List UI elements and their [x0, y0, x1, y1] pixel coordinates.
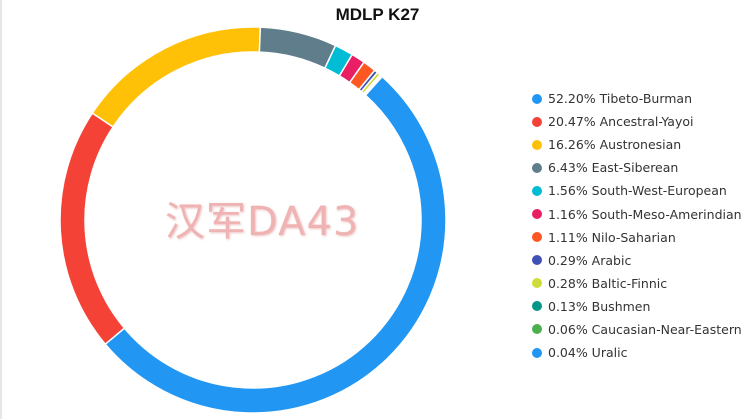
donut-chart — [59, 26, 447, 414]
legend-item-arabic[interactable]: 0.29% Arabic — [532, 249, 752, 272]
legend-label: 0.29% Arabic — [548, 252, 632, 268]
legend-item-east-siberean[interactable]: 6.43% East-Siberean — [532, 156, 752, 179]
legend-label: 0.13% Bushmen — [548, 298, 651, 314]
donut-slice-ancestral-yayoi[interactable] — [59, 112, 126, 346]
legend-item-bushmen[interactable]: 0.13% Bushmen — [532, 295, 752, 318]
legend-item-south-west-european[interactable]: 1.56% South-West-European — [532, 179, 752, 202]
donut-slice-austronesian[interactable] — [91, 26, 262, 128]
legend-marker-icon — [532, 232, 542, 243]
legend-item-ancestral-yayoi[interactable]: 20.47% Ancestral-Yayoi — [532, 110, 752, 133]
legend-marker-icon — [532, 116, 542, 127]
legend-label: 0.28% Baltic-Finnic — [548, 275, 668, 291]
legend-marker-icon — [532, 278, 542, 289]
legend-marker-icon — [532, 301, 542, 312]
legend-label: 52.20% Tibeto-Burman — [548, 91, 693, 107]
chart-title: MDLP K27 — [335, 5, 420, 24]
legend-item-baltic-finnic[interactable]: 0.28% Baltic-Finnic — [532, 272, 752, 295]
donut-slice-east-siberean[interactable] — [258, 26, 337, 70]
legend-item-tibeto-burman[interactable]: 52.20% Tibeto-Burman — [532, 87, 752, 110]
chart-legend: 52.20% Tibeto-Burman 20.47% Ancestral-Yay… — [532, 87, 752, 364]
legend-label: 20.47% Ancestral-Yayoi — [548, 114, 694, 130]
legend-marker-icon — [532, 139, 542, 150]
legend-marker-icon — [532, 324, 542, 335]
legend-marker-icon — [532, 185, 542, 196]
legend-marker-icon — [532, 347, 542, 358]
legend-marker-icon — [532, 93, 542, 104]
donut-slice-uralic[interactable] — [364, 75, 384, 97]
legend-marker-icon — [532, 255, 542, 266]
legend-label: 16.26% Austronesian — [548, 137, 682, 153]
legend-item-caucasian-near-eastern[interactable]: 0.06% Caucasian-Near-Eastern — [532, 318, 752, 341]
legend-label: 1.11% Nilo-Saharian — [548, 229, 676, 245]
legend-label: 1.16% South-Meso-Amerindian — [548, 206, 742, 222]
legend-marker-icon — [532, 209, 542, 220]
legend-label: 6.43% East-Siberean — [548, 160, 679, 176]
legend-item-south-meso-amerindian[interactable]: 1.16% South-Meso-Amerindian — [532, 202, 752, 225]
legend-marker-icon — [532, 162, 542, 173]
frame-border — [0, 0, 2, 419]
legend-item-nilo-saharian[interactable]: 1.11% Nilo-Saharian — [532, 226, 752, 249]
legend-item-austronesian[interactable]: 16.26% Austronesian — [532, 133, 752, 156]
legend-label: 1.56% South-West-European — [548, 183, 727, 199]
legend-label: 0.06% Caucasian-Near-Eastern — [548, 321, 742, 337]
watermark-text: 汉军DA43 — [165, 199, 360, 245]
legend-label: 0.04% Uralic — [548, 345, 628, 361]
legend-item-uralic[interactable]: 0.04% Uralic — [532, 341, 752, 364]
